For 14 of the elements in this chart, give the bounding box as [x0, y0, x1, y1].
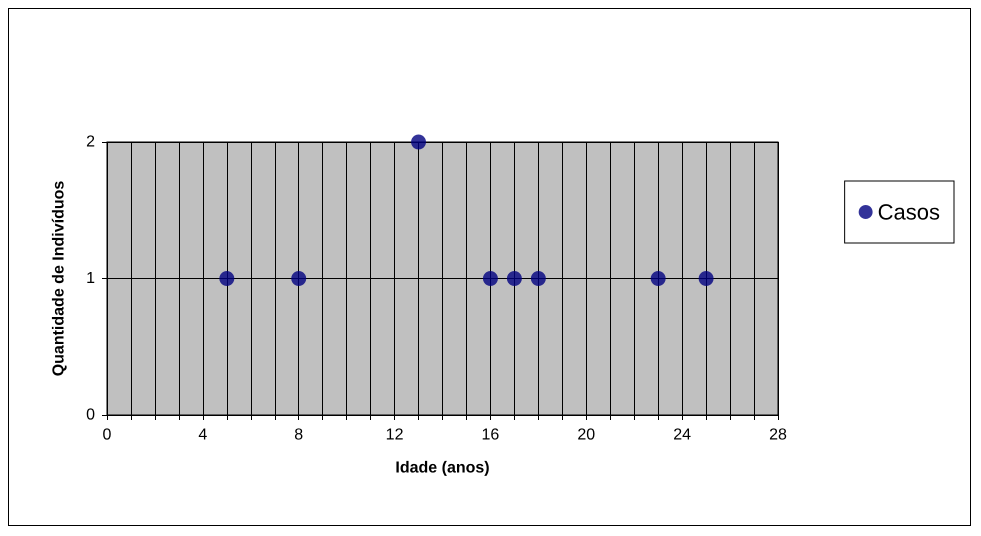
x-tick-label: 4	[198, 426, 208, 444]
x-tick-label: 28	[769, 426, 787, 444]
x-axis-title: Idade (anos)	[395, 460, 490, 476]
x-tick-label: 24	[673, 426, 692, 444]
legend-label: Casos	[878, 200, 940, 224]
x-tick-label: 8	[294, 426, 304, 444]
y-tick-label: 1	[86, 270, 96, 287]
x-tick-label: 16	[482, 426, 500, 444]
x-tick-label: 12	[386, 426, 404, 444]
y-tick-label: 2	[86, 134, 96, 150]
y-axis-title: Quantidade de Indivíduos	[50, 180, 68, 376]
x-tick-label: 20	[577, 426, 596, 444]
x-tick-label: 0	[102, 426, 112, 444]
y-tick-label: 0	[86, 406, 96, 424]
